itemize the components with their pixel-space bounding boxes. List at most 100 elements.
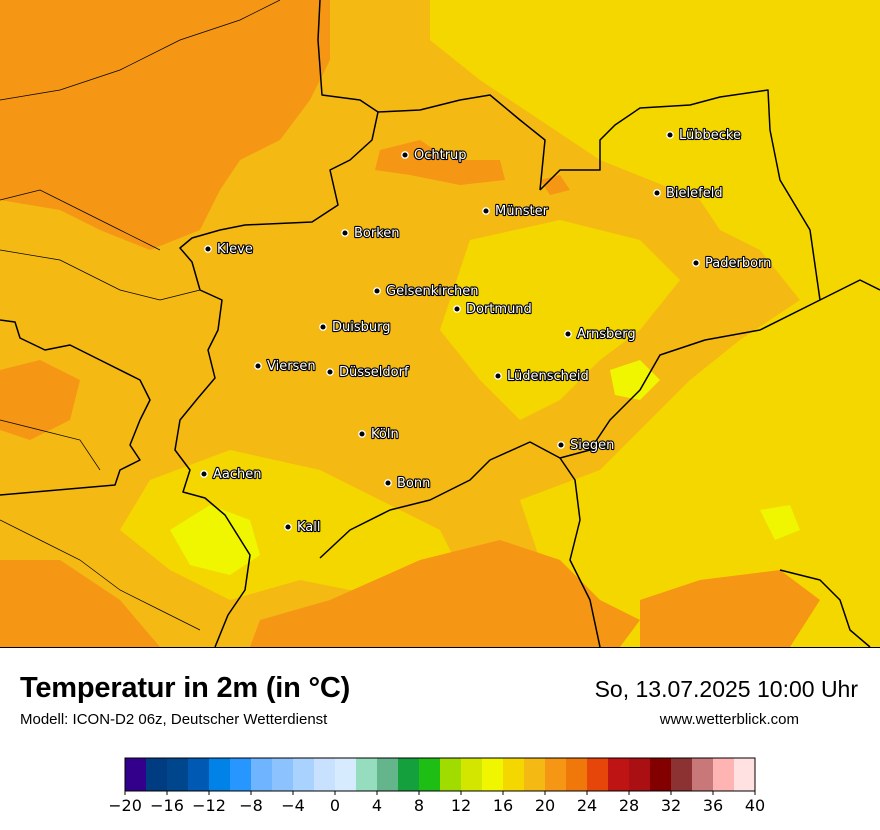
be-province-border-2 bbox=[0, 519, 201, 631]
nl-province-border-1 bbox=[0, 0, 281, 101]
scale-swatch bbox=[461, 758, 483, 791]
city-label: Arnsberg bbox=[577, 327, 636, 342]
city-dot bbox=[564, 330, 572, 338]
temperature-area-16-20-center bbox=[440, 220, 680, 420]
temperature-area-12-16-kall bbox=[170, 505, 260, 575]
scale-tick-label: 0 bbox=[330, 796, 340, 815]
scale-swatch bbox=[314, 758, 336, 791]
city-dot bbox=[666, 131, 674, 139]
scale-tick-label: 4 bbox=[372, 796, 382, 815]
nrw-south-border bbox=[559, 457, 601, 647]
city-dot bbox=[326, 368, 334, 376]
city-dot bbox=[384, 479, 392, 487]
city-label: Düsseldorf bbox=[339, 365, 409, 380]
scale-swatch bbox=[629, 758, 651, 791]
temperature-area-20-24-southeast bbox=[640, 570, 820, 647]
scale-swatch bbox=[419, 758, 441, 791]
city-dot bbox=[254, 362, 262, 370]
temperature-area-20-24-bielefeld bbox=[540, 175, 570, 195]
city-label: Aachen bbox=[213, 467, 261, 482]
scale-border bbox=[124, 757, 756, 792]
map-title: Temperatur in 2m (in °C) bbox=[20, 672, 351, 704]
city-label: Lübbecke bbox=[679, 128, 741, 143]
city-dot bbox=[200, 470, 208, 478]
scale-swatch bbox=[230, 758, 252, 791]
nrw-east-border bbox=[319, 89, 821, 559]
scale-swatch bbox=[335, 758, 357, 791]
city-label: Siegen bbox=[570, 438, 614, 453]
city-label: Kall bbox=[297, 520, 321, 535]
city-dot bbox=[373, 287, 381, 295]
city-dot bbox=[453, 305, 461, 313]
be-province-border bbox=[0, 419, 101, 471]
nl-province-border-3 bbox=[0, 249, 201, 301]
city-dot bbox=[319, 323, 327, 331]
website-label: www.wetterblick.com bbox=[659, 711, 799, 728]
temperature-area-20-24-ochtrup bbox=[375, 140, 505, 185]
city-label: Ochtrup bbox=[414, 148, 467, 163]
scale-tick-label: −12 bbox=[192, 796, 226, 815]
scale-swatch bbox=[692, 758, 714, 791]
city-label: Lüdenscheid bbox=[507, 369, 589, 384]
scale-swatch bbox=[272, 758, 294, 791]
city-label: Bonn bbox=[397, 476, 430, 491]
city-label: Borken bbox=[354, 226, 400, 241]
city-label: Duisburg bbox=[332, 320, 391, 335]
temperature-map: Lübbecke Ochtrup Bielefeld Münster Borken Kle… bbox=[0, 0, 880, 648]
city-dot bbox=[482, 207, 490, 215]
city-label: Paderborn bbox=[705, 256, 771, 271]
city-dot bbox=[692, 259, 700, 267]
city-label: Viersen bbox=[267, 359, 316, 374]
scale-swatch bbox=[440, 758, 462, 791]
scale-swatch bbox=[545, 758, 567, 791]
temperature-area-12-16-east bbox=[760, 505, 800, 540]
scale-swatch bbox=[503, 758, 525, 791]
scale-swatch bbox=[377, 758, 399, 791]
scale-tick-label: 12 bbox=[451, 796, 471, 815]
color-scale-legend: −20 −16 −12 −8 −4 0 4 8 12 16 20 24 28 32 36 40 bbox=[108, 752, 780, 822]
scale-swatch bbox=[188, 758, 210, 791]
city-label: Bielefeld bbox=[666, 186, 723, 201]
scale-tick-label: 28 bbox=[619, 796, 639, 815]
de-be-border bbox=[0, 319, 151, 496]
scale-swatch bbox=[398, 758, 420, 791]
nrw-north-border bbox=[377, 94, 546, 191]
city-markers: Lübbecke Ochtrup Bielefeld Münster Borken Kle… bbox=[200, 127, 772, 536]
scale-swatch bbox=[608, 758, 630, 791]
scale-tick-label: 20 bbox=[535, 796, 555, 815]
city-dot bbox=[557, 441, 565, 449]
scale-tick-label: 24 bbox=[577, 796, 597, 815]
city-label: Köln bbox=[371, 427, 399, 442]
east-border bbox=[819, 279, 880, 301]
scale-swatch bbox=[209, 758, 231, 791]
city-dot bbox=[358, 430, 366, 438]
scale-swatch bbox=[251, 758, 273, 791]
temperature-area-16-20-east bbox=[430, 0, 880, 647]
scale-swatch bbox=[587, 758, 609, 791]
scale-swatch bbox=[713, 758, 735, 791]
scale-tick-label: 16 bbox=[493, 796, 513, 815]
model-source: Modell: ICON-D2 06z, Deutscher Wetterdie… bbox=[20, 711, 328, 728]
city-label: Münster bbox=[495, 204, 549, 219]
scale-tick-label: −4 bbox=[281, 796, 305, 815]
scale-tick-label: −20 bbox=[110, 796, 142, 815]
city-dot bbox=[341, 229, 349, 237]
scale-tick-label: −8 bbox=[239, 796, 263, 815]
scale-tick-label: 32 bbox=[661, 796, 681, 815]
city-dot bbox=[653, 189, 661, 197]
nl-province-border-2 bbox=[0, 189, 161, 251]
thin-borders bbox=[0, 0, 281, 631]
scale-swatch bbox=[293, 758, 315, 791]
scale-tick-label: −16 bbox=[150, 796, 184, 815]
city-label: Gelsenkirchen bbox=[386, 284, 479, 299]
temperature-area-20-24-southwest bbox=[0, 560, 160, 647]
scale-swatch bbox=[356, 758, 378, 791]
city-dot bbox=[284, 523, 292, 531]
scale-tick-label: 36 bbox=[703, 796, 723, 815]
city-label: Dortmund bbox=[466, 302, 532, 317]
scale-swatch bbox=[125, 758, 147, 791]
temperature-area-20-24-northwest bbox=[0, 0, 330, 250]
scale-tick-label: 8 bbox=[414, 796, 424, 815]
city-label: Kleve bbox=[217, 242, 253, 257]
forecast-datetime: So, 13.07.2025 10:00 Uhr bbox=[594, 676, 858, 702]
